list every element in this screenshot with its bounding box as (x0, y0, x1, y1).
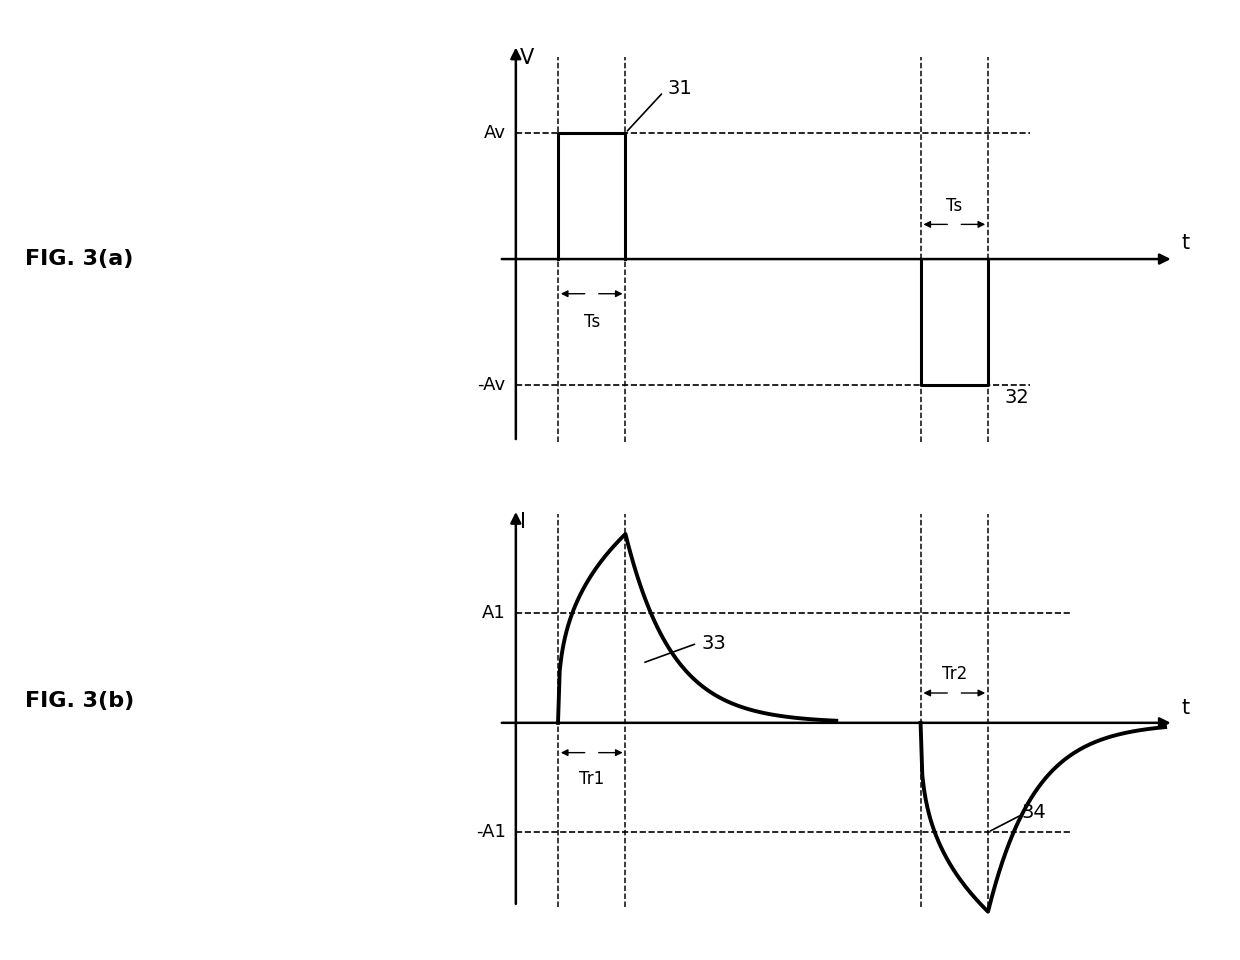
Text: 34: 34 (1022, 803, 1047, 822)
Text: Tr2: Tr2 (941, 665, 967, 684)
Text: FIG. 3(a): FIG. 3(a) (25, 250, 133, 269)
Text: 32: 32 (1004, 388, 1029, 407)
Text: Tr1: Tr1 (579, 770, 604, 788)
Text: 33: 33 (702, 634, 727, 653)
Text: t: t (1182, 698, 1190, 718)
Text: Ts: Ts (584, 313, 600, 330)
Text: t: t (1182, 232, 1190, 252)
Text: V: V (520, 48, 534, 68)
Text: Av: Av (484, 124, 506, 142)
Text: A1: A1 (482, 605, 506, 622)
Text: -A1: -A1 (476, 823, 506, 841)
Text: -Av: -Av (477, 376, 506, 395)
Text: 31: 31 (667, 80, 692, 98)
Text: Ts: Ts (946, 197, 962, 215)
Text: FIG. 3(b): FIG. 3(b) (25, 691, 134, 710)
Text: I: I (520, 512, 526, 532)
